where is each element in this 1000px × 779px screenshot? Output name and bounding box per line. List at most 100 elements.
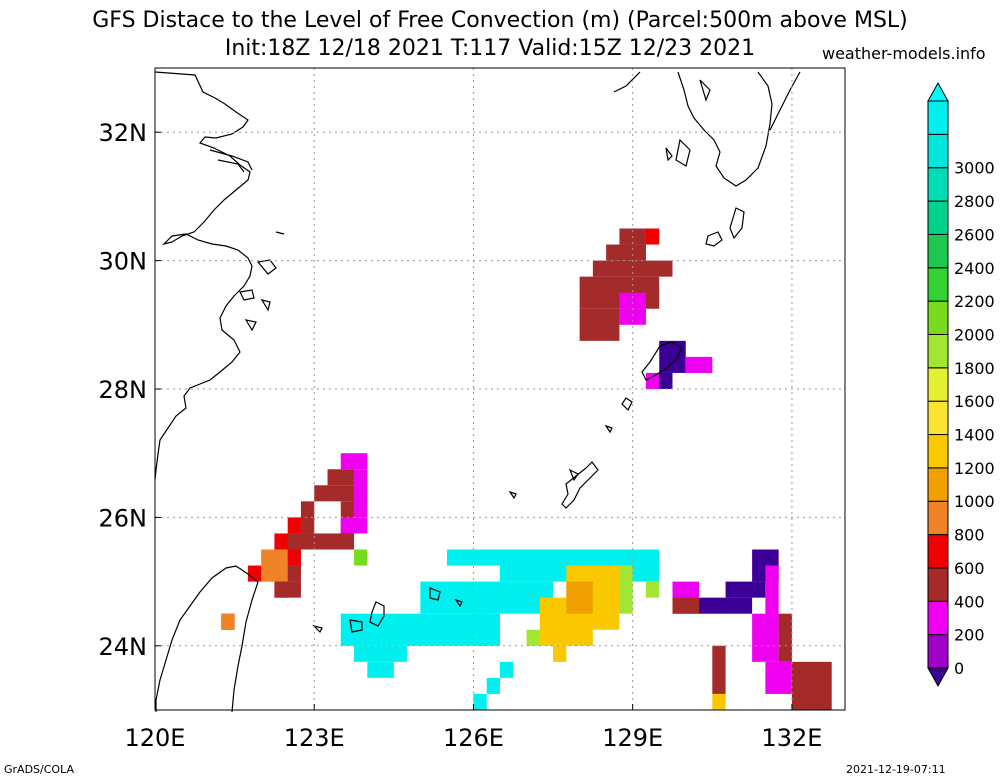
colorbar-over-arrow [927,81,949,102]
coastline-tokunoshima [621,397,633,412]
field-cell-northern-brown [579,276,660,309]
x-tick-label: 120E [125,724,186,752]
coastline-okinoerabu [604,424,613,434]
field-cell-northern-brown [579,308,620,341]
colorbar-swatch [927,400,949,436]
field-cell-west-brown [314,485,355,502]
colorbar-swatch [927,567,949,602]
render-timestamp: 2021-12-19-07:11 [846,763,946,776]
field-cell-cyan-band-west [340,613,487,646]
colorbar-label: 1000 [954,492,995,511]
colorbar-swatch [927,300,949,335]
field-cell-northern-magenta [619,292,646,309]
colorbar-swatch [927,467,949,502]
x-tick-label: 129E [602,724,663,752]
coastline-yangtze [209,149,253,173]
colorbar-swatch [927,200,949,235]
field-cell-amami-magenta [685,356,713,373]
y-tick-label: 32N [99,119,148,147]
field-cell-west-brown [287,565,301,582]
colorbar-label: 2200 [954,292,995,311]
field-cell-se-brown [712,645,726,694]
coastline-china [154,71,253,481]
field-cell-cyan-dots [486,677,500,694]
coastline-amami [641,341,683,381]
colorbar-label: 2000 [954,325,995,344]
software-credit: GrADS/COLA [4,763,74,776]
y-axis: 24N 26N 28N 30N 32N [99,119,161,661]
coastline-taiwan [155,565,259,713]
field-cell-cyan-band-west [446,549,500,566]
field-cell-cyan-band-east [420,581,554,614]
field-cell-northern-red [645,228,660,245]
colorbar-swatch [927,534,949,569]
y-tick-label: 30N [99,248,148,276]
colorbar: 0 200 400 600 800 1000 1200 1400 1600 1800 2000 220… [927,81,995,688]
field-cell-se-brown [791,661,832,710]
field-cell-se-purple [699,597,753,614]
colorbar-under-arrow [927,667,949,688]
gridlines [155,68,845,710]
field-cell-northern-brown [592,260,673,277]
coastline-hangzhou-islands [239,231,285,332]
colorbar-label: 1400 [954,426,995,445]
coastline [154,71,801,713]
y-tick-label: 28N [99,376,148,404]
field-cell-se-brown [778,613,792,662]
coastline-kerama [508,490,517,500]
field-cell-yellow-core [553,645,567,662]
colorbar-label: 200 [954,626,985,645]
colorbar-swatch [927,333,949,369]
field-cell-west-red [287,517,301,534]
field-cell-se-magenta [765,661,792,694]
colorbar-swatch [927,267,949,302]
field-cell-cyan-band-west [354,645,408,662]
coastline-miyako [429,587,463,608]
colorbar-label: 3000 [954,159,995,178]
field-cell-se-magenta [752,613,779,662]
colorbar-swatch [927,500,949,536]
colorbar-swatch [927,133,949,169]
colorbar-label: 2400 [954,259,995,278]
colorbar-label: 800 [954,526,985,545]
y-tick-label: 24N [99,633,148,661]
field-cell-cyan-dots [473,693,487,710]
field-cell-west-brown [287,533,355,550]
colorbar-swatch [927,233,949,269]
field-cell-green-fringe [526,629,540,646]
field-shading [221,228,832,710]
field-cell-northern-magenta [619,308,646,325]
colorbar-label: 1800 [954,359,995,378]
colorbar-label: 1600 [954,392,995,411]
field-cell-west-brown [327,469,355,486]
field-cell-west-orange [221,613,235,630]
field-cell-cyan-dots [500,661,514,678]
coastline-yakushima [705,231,723,247]
field-cell-cyan-band-east [473,613,500,646]
colorbar-label: 600 [954,559,985,578]
x-axis: 120E 123E 126E 129E 132E [125,704,822,752]
colorbar-swatch [927,634,949,669]
field-cell-west-brown [274,581,301,598]
field-cell-green-fringe [619,565,633,614]
field-cell-west-magenta [354,469,368,518]
colorbar-swatch [927,167,949,202]
coastline-ishigaki [349,601,385,633]
chart-title: GFS Distace to the Level of Free Convect… [92,8,908,33]
field-cell-orange-center [566,581,593,614]
colorbar-label: 1200 [954,459,995,478]
colorbar-label: 400 [954,592,985,611]
coastline-tanegashima [729,207,745,240]
x-tick-label: 126E [443,724,504,752]
x-tick-label: 123E [284,724,345,752]
chart-subtitle: Init:18Z 12/18 2021 T:117 Valid:15Z 12/2… [224,36,756,61]
field-cell-west-magenta [340,517,368,534]
field-cell-northern-brown [606,244,646,261]
coastline-yonaguni [312,624,323,634]
colorbar-label: 0 [954,659,964,678]
field-cell-amami-purple [659,340,686,373]
colorbar-swatch [927,434,949,469]
field-cell-amami-magenta [645,372,660,389]
field-cell-green-fringe [645,581,660,598]
